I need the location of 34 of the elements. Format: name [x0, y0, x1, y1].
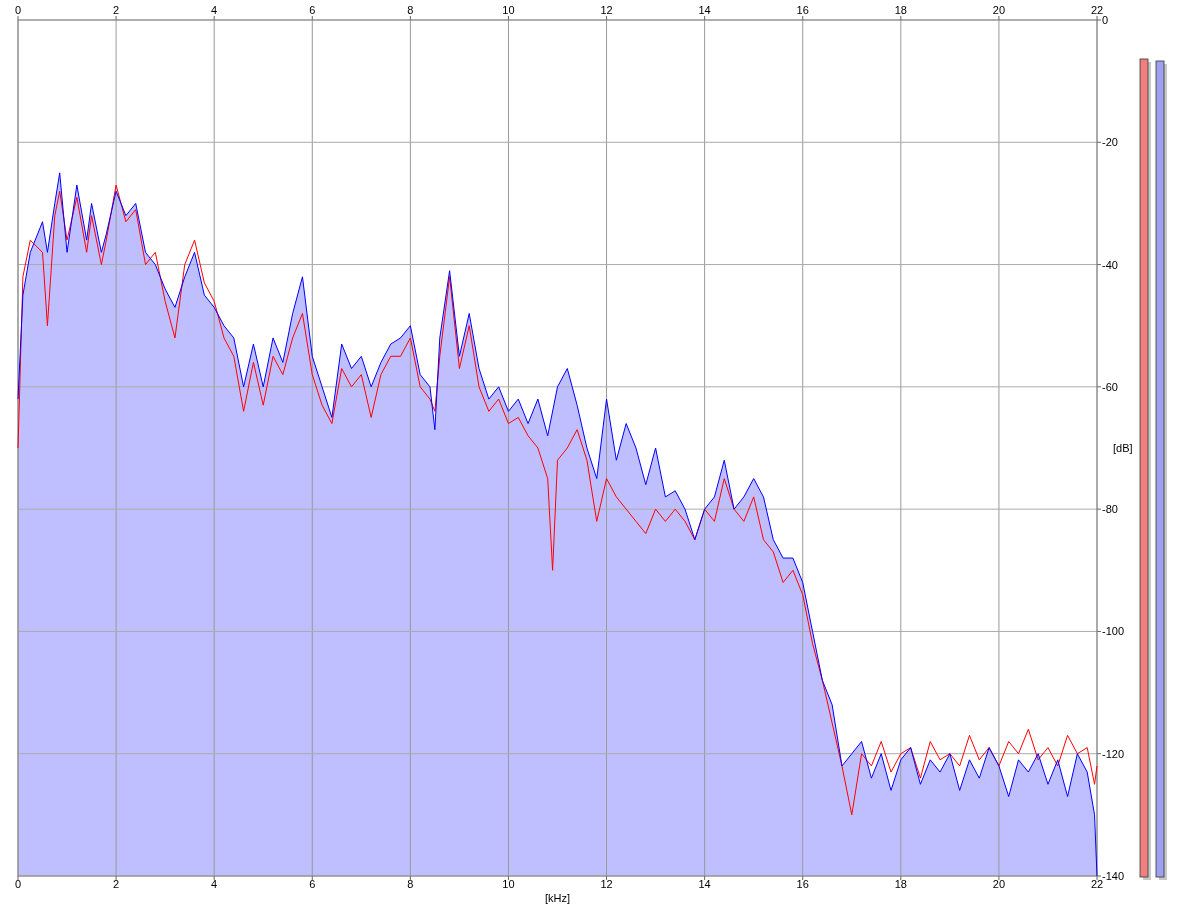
x-tick-label: 14 [698, 878, 711, 890]
x-tick-label: 8 [407, 878, 414, 890]
y-tick-label: -120 [1102, 747, 1125, 760]
x-tick-label: 16 [796, 878, 809, 890]
x2-tick-label: 6 [309, 4, 316, 16]
x-tick-label: 4 [211, 878, 218, 890]
x2-tick-label: 14 [698, 4, 711, 16]
y-tick-label: -80 [1102, 503, 1118, 516]
x2-tick-label: 4 [211, 4, 218, 16]
x-tick-label: 22 [1090, 878, 1104, 890]
y-tick-label: -60 [1102, 380, 1118, 393]
y-tick-label: -140 [1102, 870, 1125, 882]
x2-tick-label: 10 [502, 4, 515, 16]
x-tick-label: 20 [992, 878, 1006, 890]
x-tick-label: 18 [894, 878, 907, 890]
x2-tick-label: 20 [992, 4, 1006, 16]
y-tick-label: -40 [1102, 258, 1118, 271]
x2-tick-label: 0 [14, 4, 22, 16]
x-tick-label: 6 [309, 878, 316, 890]
x-tick-label: 0 [14, 878, 22, 890]
x-tick-label: 2 [113, 878, 120, 890]
y-tick-label: -100 [1102, 625, 1125, 638]
x-tick-label: 12 [600, 878, 613, 890]
x-axis-title: [kHz] [544, 892, 571, 904]
y-axis-title: [dB] [1113, 442, 1133, 454]
x2-tick-label: 8 [407, 4, 414, 16]
x2-tick-label: 22 [1090, 4, 1104, 16]
x2-tick-label: 2 [113, 4, 120, 16]
x-tick-label: 10 [502, 878, 515, 890]
y-tick-label: -20 [1102, 136, 1118, 149]
x2-tick-label: 16 [796, 4, 809, 16]
y-tick-label: 0 [1102, 14, 1109, 26]
x2-tick-label: 18 [894, 4, 907, 16]
x2-tick-label: 12 [600, 4, 613, 16]
